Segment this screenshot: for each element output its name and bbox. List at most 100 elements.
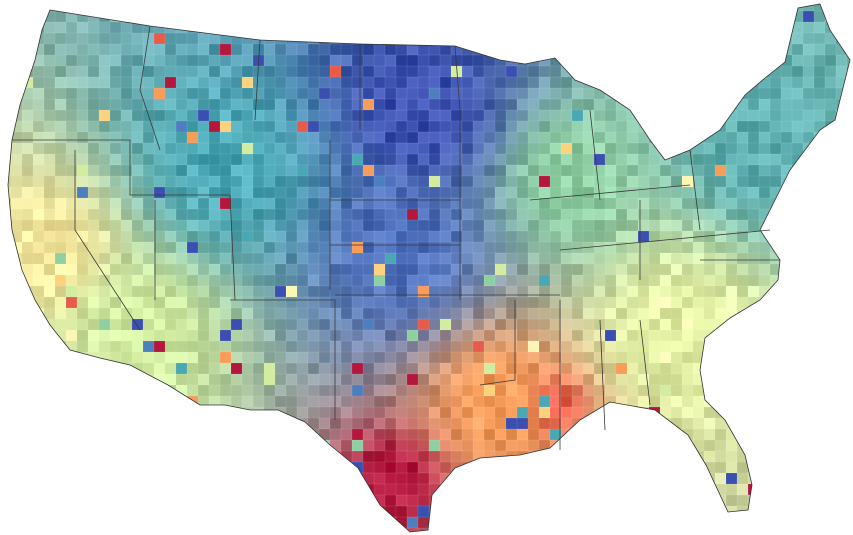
county-cell (440, 143, 452, 155)
county-cell (33, 385, 45, 397)
county-cell (22, 4, 34, 12)
county-cell (55, 132, 67, 144)
county-cell (341, 209, 353, 221)
county-cell (253, 407, 265, 419)
county-cell (748, 44, 760, 56)
county-cell (517, 66, 529, 78)
county-cell (220, 88, 232, 100)
county-cell (583, 22, 595, 34)
county-cell (649, 121, 661, 133)
county-cell (132, 484, 144, 496)
county-cell (759, 286, 771, 298)
county-cell (330, 231, 342, 243)
county-cell (110, 55, 122, 67)
county-cell (583, 165, 595, 177)
county-cell (583, 484, 595, 496)
county-cell (462, 330, 474, 342)
county-cell (264, 506, 276, 518)
county-cell (660, 462, 672, 474)
county-cell (429, 22, 441, 34)
county-cell (825, 198, 837, 210)
county-cell (506, 319, 518, 331)
county-cell (737, 55, 749, 67)
county-cell (451, 55, 463, 67)
county-cell (99, 121, 111, 133)
county-cell (473, 253, 485, 265)
county-cell (418, 187, 430, 199)
county-cell (396, 385, 408, 397)
county-cell (803, 77, 815, 89)
county-cell (143, 99, 155, 111)
county-cell (308, 253, 320, 265)
county-cell (396, 154, 408, 166)
county-cell (8, 297, 12, 309)
county-cell (660, 143, 672, 155)
county-cell (649, 517, 661, 529)
county-cell (99, 473, 111, 485)
county-cell (539, 341, 551, 353)
county-cell (407, 154, 419, 166)
county-cell (583, 418, 595, 430)
county-cell (8, 374, 12, 386)
county-cell (143, 418, 155, 430)
county-cell (121, 440, 133, 452)
county-cell (814, 132, 826, 144)
county-cell (55, 319, 67, 331)
county-cell (264, 143, 276, 155)
county-cell (242, 462, 254, 474)
county-cell (814, 165, 826, 177)
state-border (599, 319, 606, 431)
county-cell (308, 4, 320, 12)
county-cell (814, 187, 826, 199)
county-cell (737, 319, 749, 331)
county-cell (341, 451, 353, 463)
county-cell (825, 66, 837, 78)
county-cell (429, 66, 441, 78)
county-cell (825, 495, 837, 507)
county-cell (451, 121, 463, 133)
county-cell (407, 363, 419, 375)
county-cell (693, 473, 705, 485)
county-cell (374, 352, 386, 364)
county-cell (99, 55, 111, 67)
county-cell (341, 462, 353, 474)
county-cell (605, 374, 617, 386)
county-cell (660, 264, 672, 276)
county-cell (539, 77, 551, 89)
county-cell (385, 319, 397, 331)
county-cell (836, 363, 848, 375)
county-cell (308, 110, 320, 122)
county-cell (165, 451, 177, 463)
county-cell (528, 187, 540, 199)
county-cell (715, 11, 727, 23)
county-cell (286, 66, 298, 78)
county-cell (847, 198, 850, 210)
county-cell (396, 484, 408, 496)
county-cell (825, 209, 837, 221)
county-cell (341, 385, 353, 397)
county-cell (198, 165, 210, 177)
county-cell (99, 341, 111, 353)
county-cell (847, 33, 850, 45)
county-cell (286, 88, 298, 100)
county-cell (242, 286, 254, 298)
county-cell (385, 121, 397, 133)
county-cell (484, 4, 496, 12)
county-cell (407, 165, 419, 177)
county-cell (374, 506, 386, 518)
county-cell (517, 462, 529, 474)
county-cell (77, 44, 89, 56)
county-cell (825, 44, 837, 56)
county-cell (671, 220, 683, 232)
county-cell (616, 165, 628, 177)
county-cell (638, 528, 650, 532)
county-cell (781, 363, 793, 375)
county-cell (264, 330, 276, 342)
county-cell (429, 528, 441, 532)
county-cell (231, 77, 243, 89)
county-cell (539, 330, 551, 342)
county-cell (759, 462, 771, 474)
county-cell (671, 154, 683, 166)
county-cell (407, 220, 419, 232)
county-cell (66, 242, 78, 254)
